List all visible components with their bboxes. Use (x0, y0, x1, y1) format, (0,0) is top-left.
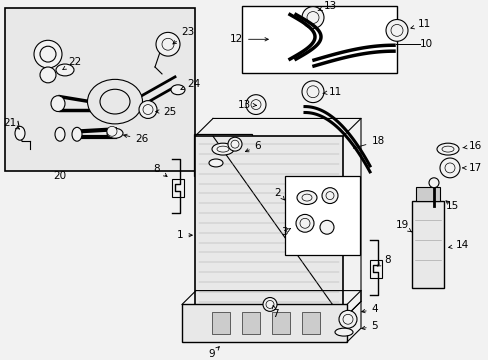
Bar (242, 312, 260, 334)
Circle shape (265, 301, 273, 309)
Text: 20: 20 (53, 171, 66, 181)
Text: 24: 24 (181, 79, 200, 90)
Text: 9: 9 (208, 347, 219, 359)
Ellipse shape (208, 159, 223, 167)
Bar (285, 176, 359, 255)
Circle shape (40, 67, 56, 83)
Circle shape (321, 188, 337, 203)
Bar (369, 260, 381, 278)
Text: 14: 14 (448, 240, 468, 250)
Circle shape (227, 137, 242, 151)
Circle shape (230, 140, 239, 148)
Text: 21: 21 (3, 118, 20, 129)
Circle shape (156, 32, 180, 56)
Ellipse shape (15, 126, 25, 140)
Circle shape (139, 101, 157, 118)
Ellipse shape (56, 64, 74, 76)
Text: 8: 8 (376, 255, 390, 266)
Circle shape (34, 40, 62, 68)
Text: 15: 15 (445, 201, 458, 211)
Text: 6: 6 (245, 141, 261, 152)
Text: 4: 4 (361, 305, 378, 314)
Circle shape (263, 297, 276, 311)
Text: 5: 5 (361, 321, 378, 331)
Circle shape (162, 38, 174, 50)
Text: 16: 16 (462, 141, 481, 151)
Text: 7: 7 (271, 305, 278, 319)
Circle shape (302, 81, 324, 103)
Text: 23: 23 (173, 27, 194, 44)
Bar (195, 136, 342, 319)
Text: 8: 8 (153, 164, 167, 176)
Circle shape (245, 95, 265, 114)
Bar (415, 187, 439, 201)
Circle shape (325, 192, 333, 199)
Text: 19: 19 (395, 220, 411, 232)
Circle shape (319, 220, 333, 234)
Ellipse shape (302, 194, 311, 201)
Bar (5, 8, 195, 171)
Text: 18: 18 (353, 136, 384, 149)
Bar (212, 312, 229, 334)
Ellipse shape (72, 127, 82, 141)
Text: 11: 11 (322, 87, 341, 97)
Bar (182, 305, 346, 342)
Bar (271, 312, 289, 334)
Ellipse shape (217, 146, 228, 152)
Ellipse shape (441, 146, 453, 152)
Text: 17: 17 (462, 163, 481, 173)
Circle shape (385, 19, 407, 41)
Circle shape (250, 100, 261, 109)
Text: 12: 12 (229, 34, 268, 44)
Bar (242, 6, 396, 73)
Text: 3: 3 (280, 227, 290, 237)
Circle shape (338, 310, 356, 328)
Circle shape (306, 12, 318, 23)
Ellipse shape (55, 127, 65, 141)
Bar (172, 179, 183, 197)
Ellipse shape (436, 143, 458, 155)
Text: 13: 13 (237, 100, 256, 109)
Bar (411, 201, 443, 288)
Circle shape (107, 126, 117, 136)
Text: 22: 22 (62, 57, 81, 69)
Ellipse shape (171, 85, 184, 95)
Text: 26: 26 (123, 134, 148, 144)
Ellipse shape (296, 191, 316, 204)
Bar (194, 134, 251, 176)
Circle shape (390, 24, 402, 36)
Circle shape (444, 163, 454, 173)
Circle shape (142, 105, 153, 114)
Circle shape (302, 6, 324, 28)
Text: 2: 2 (274, 188, 284, 200)
Circle shape (40, 46, 56, 62)
Circle shape (299, 219, 309, 228)
Text: 10: 10 (419, 39, 432, 49)
Ellipse shape (212, 143, 234, 155)
Ellipse shape (107, 128, 123, 138)
Circle shape (342, 314, 352, 324)
Ellipse shape (100, 89, 130, 114)
Bar (302, 312, 319, 334)
Ellipse shape (87, 79, 142, 124)
Text: 11: 11 (410, 19, 430, 30)
Circle shape (428, 178, 438, 188)
Circle shape (306, 86, 318, 98)
Circle shape (295, 215, 313, 232)
Ellipse shape (334, 328, 352, 336)
Text: 13: 13 (317, 1, 336, 11)
Ellipse shape (51, 96, 65, 112)
Text: 25: 25 (155, 107, 176, 117)
Circle shape (439, 158, 459, 178)
Text: 1: 1 (176, 230, 192, 240)
